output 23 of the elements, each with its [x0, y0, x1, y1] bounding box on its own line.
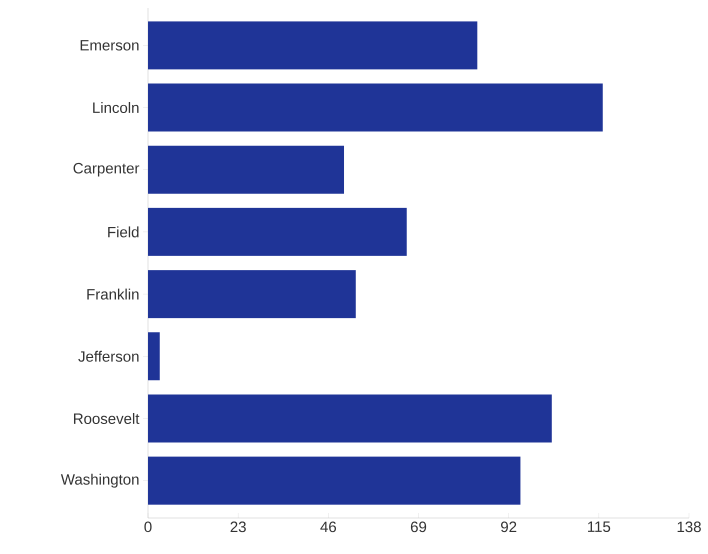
y-tick-label: Lincoln	[93, 102, 138, 114]
x-tick-label: 115	[588, 522, 610, 532]
y-tick-label: Franklin	[87, 288, 138, 300]
bar	[148, 456, 520, 505]
bar	[148, 84, 603, 132]
x-tick-label: 69	[410, 522, 426, 532]
x-tick-label: 92	[501, 522, 516, 532]
x-tick-label: 23	[230, 522, 246, 532]
bar	[148, 332, 160, 380]
bar	[148, 394, 552, 442]
y-tick-label: Field	[108, 226, 138, 238]
x-tick-label: 46	[320, 522, 336, 532]
bar	[148, 21, 478, 70]
y-tick-label: Emerson	[80, 40, 138, 51]
y-tick-label: Roosevelt	[74, 412, 140, 424]
bar	[148, 208, 407, 256]
x-tick-label: 0	[144, 522, 152, 532]
y-tick-label: Carpenter	[74, 162, 140, 176]
y-tick-label: Jefferson	[78, 350, 138, 362]
bar	[148, 146, 344, 194]
x-tick-label: 138	[678, 522, 701, 532]
y-tick-label: Washington	[60, 474, 138, 488]
bar	[148, 270, 356, 318]
